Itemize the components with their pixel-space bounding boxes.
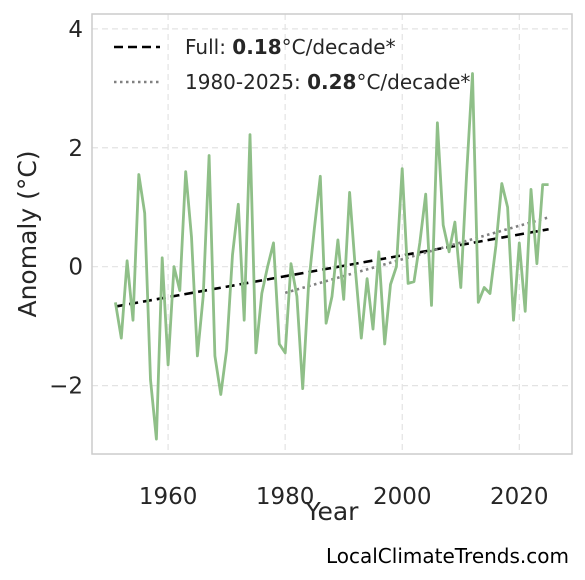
anomaly-series xyxy=(114,72,549,441)
legend-label-full-trend: Full: 0.18°C/decade* xyxy=(185,35,396,59)
legend-prefix: 1980-2025: xyxy=(185,70,307,94)
y-tick-label: 4 xyxy=(68,17,83,43)
y-axis-label: Anomaly (°C) xyxy=(13,150,42,317)
site-credit: LocalClimateTrends.com xyxy=(325,544,569,568)
legend: Full: 0.18°C/decade* 1980-2025: 0.28°C/d… xyxy=(114,35,470,94)
y-tick-label: 2 xyxy=(68,136,83,162)
recent-trend-line xyxy=(284,216,549,295)
x-axis-ticks: 1960 1980 2000 2020 xyxy=(139,484,549,510)
x-tick-label: 1980 xyxy=(256,484,315,510)
x-tick-label: 2020 xyxy=(490,484,549,510)
legend-rate: 0.28 xyxy=(307,70,356,94)
legend-prefix: Full: xyxy=(185,35,232,59)
x-axis-label: Year xyxy=(305,497,360,526)
y-tick-label: 0 xyxy=(68,255,83,281)
legend-suffix: °C/decade* xyxy=(282,35,396,59)
legend-rate: 0.18 xyxy=(232,35,281,59)
legend-suffix: °C/decade* xyxy=(356,70,470,94)
anomaly-line xyxy=(114,72,549,441)
legend-label-recent-trend: 1980-2025: 0.28°C/decade* xyxy=(185,70,470,94)
y-tick-label: −2 xyxy=(49,374,83,400)
x-tick-label: 2000 xyxy=(373,484,432,510)
plot-area-frame xyxy=(91,13,573,455)
x-tick-label: 1960 xyxy=(139,484,198,510)
y-axis-ticks: −2 0 2 4 xyxy=(49,17,83,400)
